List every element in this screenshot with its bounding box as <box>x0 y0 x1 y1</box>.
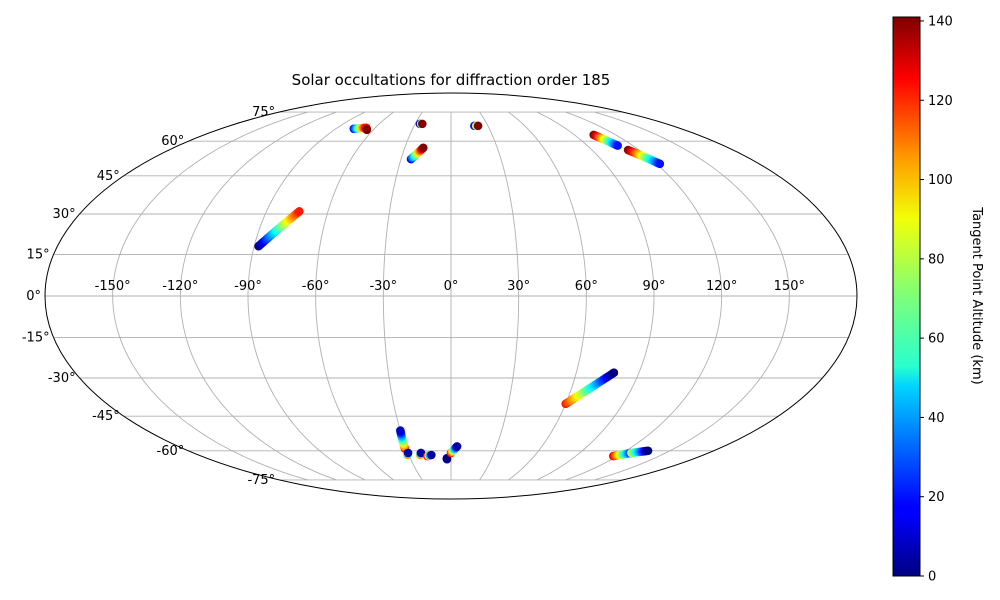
latitude-tick-labels: -75° -60° -45° -30° -15° 0° 15° 30° 45° 60° 75° <box>22 105 275 488</box>
colorbar-tick-label: 0 <box>928 570 936 585</box>
data-point <box>613 141 622 150</box>
colorbar-label: Tangent Point Altitude (km) <box>969 206 984 384</box>
data-point <box>418 119 427 129</box>
lon-tick-label: 60° <box>575 279 598 294</box>
longitude-tick-labels: -150° -120° -90° -60° -30° 0° 30° 60° 90° 120° 150… <box>95 279 805 294</box>
lon-tick-label: -150° <box>95 279 131 294</box>
graticule <box>45 111 857 481</box>
lat-tick-label: 45° <box>97 169 120 184</box>
lat-tick-label: -15° <box>22 331 50 346</box>
data-point <box>416 448 426 458</box>
lon-tick-label: -30° <box>369 279 397 294</box>
lon-tick-label: 90° <box>642 279 665 294</box>
chart-title: Solar occultations for diffraction order… <box>292 71 611 89</box>
colorbar-tick-label: 20 <box>928 490 945 505</box>
data-point <box>362 125 372 135</box>
lon-tick-label: 120° <box>706 279 737 294</box>
occultation-points <box>254 119 665 464</box>
lat-tick-label: 0° <box>26 289 41 304</box>
lat-tick-label: -75° <box>247 473 275 488</box>
colorbar-tick-label: 60 <box>928 332 945 347</box>
data-point <box>396 426 405 435</box>
colorbar-tick-label: 100 <box>928 173 953 188</box>
lon-tick-label: 0° <box>444 279 459 294</box>
colorbar-tick-label: 40 <box>928 411 945 426</box>
data-point <box>418 143 428 153</box>
lat-tick-label: -30° <box>48 371 76 386</box>
lat-tick-label: -60° <box>157 444 185 459</box>
colorbar: 0 20 40 60 80 100 120 140 Tangent Point Altitud… <box>892 14 984 585</box>
lon-tick-label: -120° <box>162 279 198 294</box>
lat-tick-label: 60° <box>161 134 184 149</box>
data-point <box>294 207 304 216</box>
colorbar-tick-label: 120 <box>928 94 953 109</box>
data-point <box>609 368 619 378</box>
lon-tick-label: -60° <box>302 279 330 294</box>
lat-tick-label: 15° <box>27 247 50 262</box>
map-boundary <box>44 92 858 500</box>
lon-tick-label: 30° <box>507 279 530 294</box>
lon-tick-label: 150° <box>774 279 805 294</box>
data-point <box>452 442 462 451</box>
data-point <box>473 121 483 131</box>
data-point <box>643 446 653 456</box>
lon-tick-label: -90° <box>234 279 262 294</box>
colorbar-tick-label: 140 <box>928 14 953 29</box>
data-point <box>655 159 665 169</box>
data-point <box>403 448 413 458</box>
data-point <box>427 450 436 460</box>
colorbar-tick-label: 80 <box>928 252 945 267</box>
lat-tick-label: 75° <box>252 105 275 120</box>
lat-tick-label: -45° <box>92 409 120 424</box>
colorbar-ticks: 0 20 40 60 80 100 120 140 <box>920 14 953 585</box>
colorbar-gradient <box>892 16 921 577</box>
lat-tick-label: 30° <box>53 207 76 222</box>
